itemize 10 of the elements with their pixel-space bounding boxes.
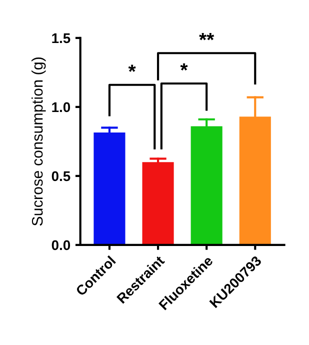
y-tick-label: 0.5 (52, 171, 70, 182)
bar (142, 162, 174, 245)
annotation: * (180, 63, 188, 71)
y-tick-label: 1.0 (52, 102, 70, 112)
bar (94, 132, 126, 245)
annotation: * (128, 64, 136, 72)
y-axis-title: Sucrose consumption (g) (32, 57, 46, 226)
annotation: ** (199, 32, 214, 40)
y-tick-label: 1.5 (52, 33, 70, 44)
y-tick-label: 0.0 (52, 240, 70, 250)
